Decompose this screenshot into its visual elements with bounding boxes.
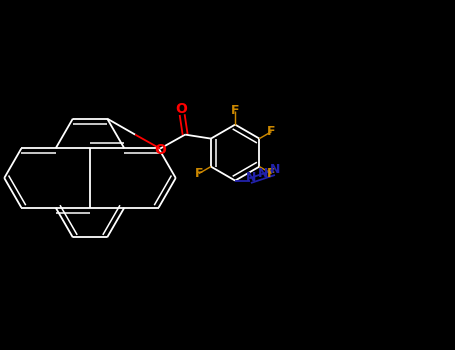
Text: O: O xyxy=(175,102,187,116)
Text: N: N xyxy=(246,171,256,184)
Text: N: N xyxy=(270,163,280,176)
Text: F: F xyxy=(195,167,203,180)
Text: N: N xyxy=(258,167,268,180)
Text: F: F xyxy=(267,167,276,180)
Text: F: F xyxy=(231,104,239,117)
Text: O: O xyxy=(154,142,166,156)
Text: F: F xyxy=(267,125,276,138)
